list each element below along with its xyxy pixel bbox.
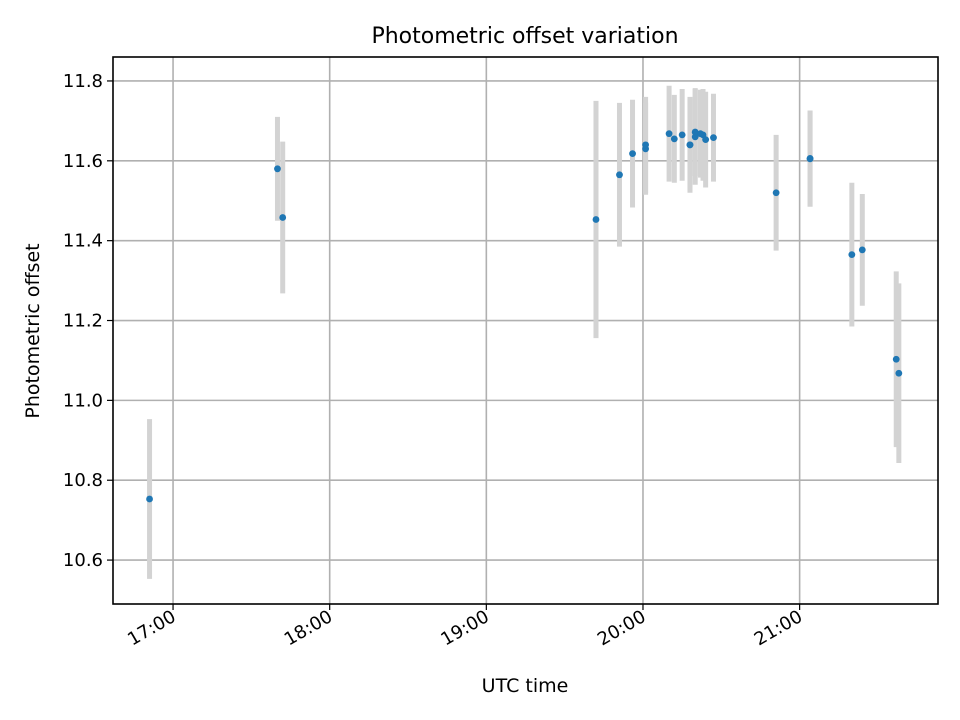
y-tick-label: 10.8 <box>63 470 103 491</box>
data-point <box>274 165 281 173</box>
data-point <box>848 251 856 259</box>
data-point <box>642 141 649 149</box>
y-tick-label: 11.2 <box>63 311 103 332</box>
y-axis-label: Photometric offset <box>22 243 44 418</box>
y-tick-label: 11.6 <box>63 151 103 172</box>
data-point <box>678 131 686 139</box>
data-point <box>710 134 717 142</box>
data-point <box>772 189 780 197</box>
x-axis-label: UTC time <box>482 675 569 697</box>
y-tick-label: 10.6 <box>63 550 103 571</box>
data-point <box>686 141 694 149</box>
chart-title: Photometric offset variation <box>371 24 678 49</box>
data-point <box>691 133 699 141</box>
data-point <box>858 246 866 254</box>
data-point <box>670 135 678 143</box>
data-point <box>616 171 623 179</box>
data-point <box>691 128 699 136</box>
data-point <box>279 214 287 221</box>
data-point <box>702 136 710 144</box>
data-point <box>665 130 673 138</box>
data-point <box>892 355 900 363</box>
grid-lines <box>113 57 938 604</box>
data-point <box>629 150 636 158</box>
data-point <box>806 155 814 163</box>
plot-frame <box>112 56 939 605</box>
y-tick-label: 11.0 <box>63 390 103 411</box>
data-points <box>146 128 903 503</box>
data-point <box>592 216 600 223</box>
data-point <box>895 369 903 377</box>
data-point <box>146 495 153 503</box>
y-tick-label: 11.8 <box>63 71 103 92</box>
y-tick-label: 11.4 <box>63 231 103 252</box>
